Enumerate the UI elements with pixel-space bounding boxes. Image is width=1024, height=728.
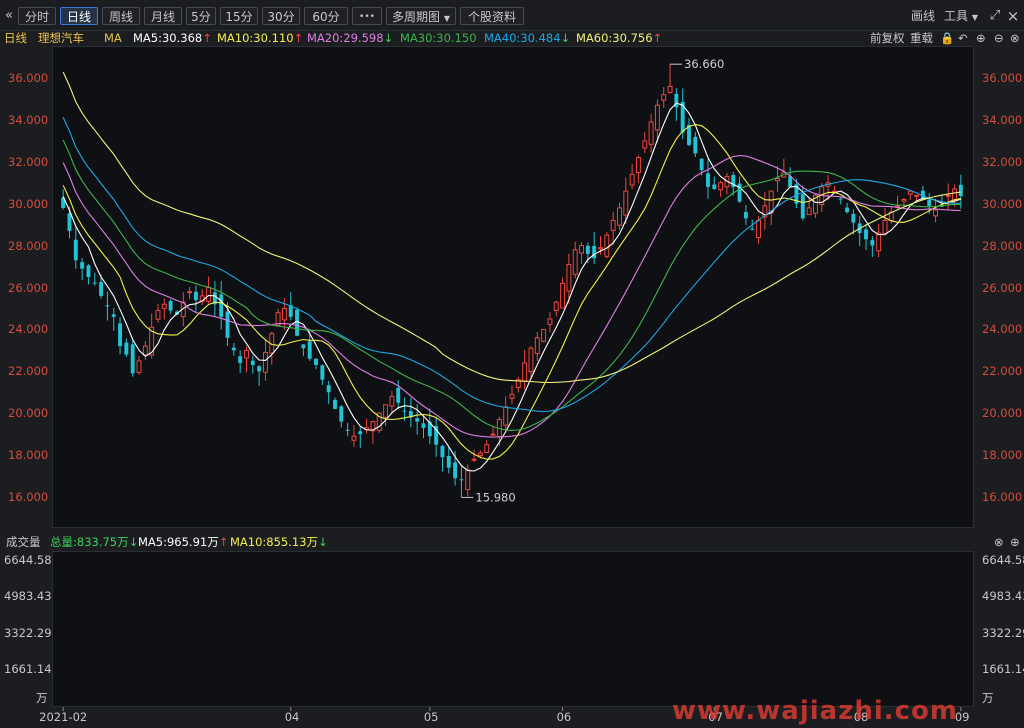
volume-ma5: MA5:965.91万↑ xyxy=(138,535,229,549)
price-tick-left: 20.000 xyxy=(8,406,49,421)
more-periods-button[interactable]: ••• xyxy=(352,7,382,25)
reload-button[interactable]: 重载 xyxy=(910,31,933,45)
period-button-daily[interactable]: 日线 xyxy=(60,7,98,25)
close-indicator-icon[interactable]: ⊗ xyxy=(1010,31,1020,45)
price-tick-left: 26.000 xyxy=(8,280,49,295)
tools-dropdown[interactable]: 工具 ▼ xyxy=(944,7,978,25)
adjust-price-button[interactable]: 前复权 xyxy=(870,31,905,45)
multi-period-dropdown[interactable]: 多周期图 ▼ xyxy=(386,7,456,25)
volume-ma10: MA10:855.13万↓ xyxy=(230,535,328,549)
price-tick-right: 22.000 xyxy=(982,364,1023,379)
zoom-out-icon[interactable]: ⊖ xyxy=(994,31,1004,45)
price-tick-left: 28.000 xyxy=(8,238,49,253)
volume-tick-right: 6644.58 xyxy=(982,553,1024,567)
price-tick-right: 16.000 xyxy=(982,490,1023,504)
price-tick-left: 22.000 xyxy=(8,364,49,379)
date-tick: 09 xyxy=(954,710,970,724)
period-button-15min[interactable]: 15分 xyxy=(220,7,258,25)
price-chart-panel[interactable] xyxy=(52,46,974,528)
period-button-30min[interactable]: 30分 xyxy=(262,7,300,25)
ma30-value: MA30:30.150 xyxy=(400,31,477,45)
ma5-value: MA5:30.368↑ xyxy=(133,31,212,45)
volume-unit-left: 万 xyxy=(36,691,48,705)
period-label: 日线 xyxy=(4,31,27,45)
collapse-left-icon[interactable]: « xyxy=(5,8,13,23)
price-tick-left: 16.000 xyxy=(8,490,49,504)
close-icon[interactable]: × xyxy=(1006,7,1020,25)
date-tick: 07 xyxy=(708,710,723,724)
price-tick-right: 18.000 xyxy=(982,448,1023,463)
ma40-value: MA40:30.484↓ xyxy=(484,31,571,45)
volume-tick-left: 1661.14 xyxy=(4,661,52,676)
volume-title: 成交量 xyxy=(6,535,41,549)
volume-chart-panel[interactable] xyxy=(52,551,974,707)
price-tick-left: 34.000 xyxy=(8,112,49,127)
indicator-info-bar: 日线 理想汽车 MA MA5:30.368↑ MA10:30.110↑ MA20… xyxy=(0,30,1024,46)
price-tick-right: 26.000 xyxy=(982,280,1023,295)
indicator-name[interactable]: MA xyxy=(104,31,122,45)
date-tick: 04 xyxy=(284,710,300,724)
price-tick-left: 24.000 xyxy=(8,322,49,337)
price-tick-right: 34.000 xyxy=(982,112,1023,127)
ma10-value: MA10:30.110↑ xyxy=(217,31,304,45)
chart-toolbar: « 分时 日线 周线 月线 5分 15分 30分 60分 ••• 多周期图 ▼ … xyxy=(0,0,1024,31)
period-button-monthly[interactable]: 月线 xyxy=(144,7,182,25)
stock-info-button[interactable]: 个股资料 xyxy=(460,7,524,25)
volume-tick-right: 1661.14 xyxy=(982,661,1024,676)
date-tick: 06 xyxy=(556,710,572,724)
price-tick-left: 30.000 xyxy=(8,196,49,211)
date-tick: 2021-02 xyxy=(39,710,88,724)
price-tick-left: 18.000 xyxy=(8,448,49,463)
ma20-value: MA20:29.598↓ xyxy=(307,31,394,45)
period-button-minute[interactable]: 分时 xyxy=(18,7,56,25)
price-tick-right: 32.000 xyxy=(982,154,1023,169)
volume-info-bar: 成交量 总量:833.75万↓ MA5:965.91万↑ MA10:855.13… xyxy=(0,534,1024,550)
date-tick: 08 xyxy=(853,710,869,724)
date-tick: 05 xyxy=(423,710,439,724)
lock-icon[interactable]: 🔒 xyxy=(940,31,955,45)
stock-name: 理想汽车 xyxy=(38,31,84,45)
tools-label: 工具 xyxy=(944,9,969,23)
volume-tick-left: 4983.43 xyxy=(4,589,52,604)
add-indicator-icon[interactable]: ⊕ xyxy=(1010,535,1020,549)
price-tick-right: 28.000 xyxy=(982,238,1023,253)
chevron-down-icon: ▼ xyxy=(971,13,978,22)
undo-icon[interactable]: ↶ xyxy=(958,31,968,45)
watermark-text: www.wajiazhi.com xyxy=(672,696,959,726)
expand-icon[interactable]: ⤢ xyxy=(989,8,1001,23)
period-button-weekly[interactable]: 周线 xyxy=(102,7,140,25)
ma60-value: MA60:30.756↑ xyxy=(576,31,663,45)
close-volume-icon[interactable]: ⊗ xyxy=(994,535,1004,549)
price-tick-right: 30.000 xyxy=(982,196,1023,211)
volume-tick-right: 4983.43 xyxy=(982,589,1024,604)
chevron-down-icon: ▼ xyxy=(443,14,450,23)
volume-tick-right: 3322.29 xyxy=(982,625,1024,640)
period-button-5min[interactable]: 5分 xyxy=(186,7,216,25)
volume-tick-left: 6644.58 xyxy=(4,553,52,567)
zoom-in-icon[interactable]: ⊕ xyxy=(976,31,986,45)
volume-unit-right: 万 xyxy=(982,691,994,705)
price-tick-left: 36.000 xyxy=(8,71,49,85)
volume-total: 总量:833.75万↓ xyxy=(50,535,139,549)
price-tick-left: 32.000 xyxy=(8,154,49,169)
volume-tick-left: 3322.29 xyxy=(4,625,52,640)
period-button-60min[interactable]: 60分 xyxy=(304,7,348,25)
price-tick-right: 36.000 xyxy=(982,71,1023,85)
draw-line-button[interactable]: 画线 xyxy=(911,9,936,23)
multi-period-label: 多周期图 xyxy=(392,10,441,24)
price-tick-right: 24.000 xyxy=(982,322,1023,337)
price-tick-right: 20.000 xyxy=(982,406,1023,421)
